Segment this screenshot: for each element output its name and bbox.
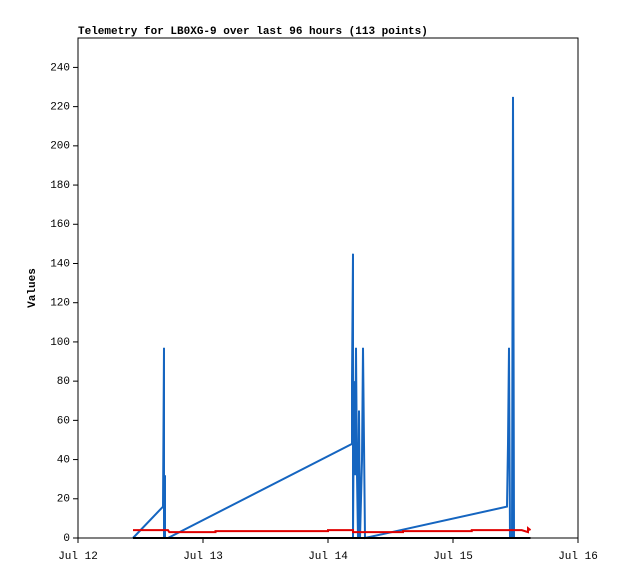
x-tick-label: Jul 15	[433, 551, 473, 563]
x-tick-label: Jul 14	[308, 551, 348, 563]
y-axis-label: Values	[27, 268, 39, 308]
y-tick-label: 60	[57, 415, 70, 427]
y-tick-label: 220	[50, 102, 70, 114]
x-tick-label: Jul 12	[58, 551, 98, 563]
series-line	[133, 526, 532, 534]
series-line	[132, 96, 515, 540]
y-tick-label: 20	[57, 494, 70, 506]
x-tick-label: Jul 16	[558, 551, 598, 563]
y-tick-label: 180	[50, 180, 70, 192]
x-tick-label: Jul 13	[183, 551, 223, 563]
y-tick-label: 200	[50, 141, 70, 153]
y-tick-label: 160	[50, 219, 70, 231]
y-tick-label: 240	[50, 62, 70, 74]
y-tick-label: 140	[50, 258, 70, 270]
y-tick-label: 80	[57, 376, 70, 388]
y-tick-label: 0	[63, 533, 70, 545]
y-tick-label: 100	[50, 337, 70, 349]
chart-title: Telemetry for LB0XG-9 over last 96 hours…	[78, 26, 428, 38]
y-tick-label: 120	[50, 298, 70, 310]
plot-frame	[77, 37, 579, 539]
y-tick-label: 40	[57, 454, 70, 466]
